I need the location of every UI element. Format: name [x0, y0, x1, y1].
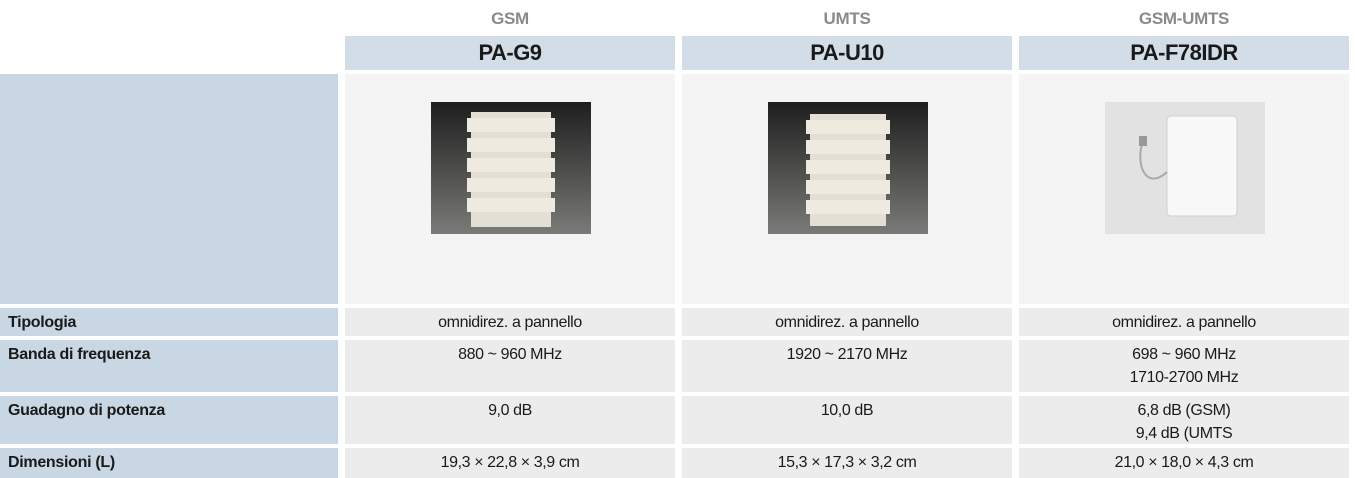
- column-model: PA-U10: [682, 36, 1012, 70]
- value-line: 6,8 dB (GSM): [1137, 402, 1231, 419]
- row-label: Dimensioni (L): [0, 448, 338, 478]
- value-line: 1710-2700 MHz: [1129, 369, 1239, 386]
- row-label: Banda di frequenza: [0, 340, 338, 392]
- row-value: omnidirez. a pannello: [345, 308, 675, 336]
- value-line: omnidirez. a pannello: [775, 314, 919, 331]
- value-line: 10,0 dB: [820, 402, 874, 419]
- row-value: 21,0 × 18,0 × 4,3 cm: [1019, 448, 1349, 478]
- value-line: 1920 ~ 2170 MHz: [786, 346, 908, 363]
- row-value: 19,3 × 22,8 × 3,9 cm: [345, 448, 675, 478]
- row-value: omnidirez. a pannello: [682, 308, 1012, 336]
- row-value: 15,3 × 17,3 × 3,2 cm: [682, 448, 1012, 478]
- spec-table: GSM PA-G9 UMTS PA-U10 GSM-UMTS PA-F78IDR Tipol…: [0, 9, 1349, 478]
- product-photo: [431, 102, 591, 234]
- row-value: 9,0 dB: [345, 396, 675, 444]
- column-category: GSM: [491, 9, 529, 28]
- image-label-cell: [0, 74, 338, 304]
- product-photo: [1105, 102, 1265, 234]
- row-value: omnidirez. a pannello: [1019, 308, 1349, 336]
- column-model: PA-G9: [345, 36, 675, 70]
- value-line: 19,3 × 22,8 × 3,9 cm: [440, 454, 580, 471]
- value-line: 21,0 × 18,0 × 4,3 cm: [1114, 454, 1254, 471]
- row-value: 880 ~ 960 MHz: [345, 340, 675, 392]
- column-category: UMTS: [823, 9, 871, 28]
- row-value: 698 ~ 960 MHz 1710-2700 MHz: [1019, 340, 1349, 392]
- image-cell: [1019, 74, 1349, 304]
- value-line: 9,4 dB (UMTS: [1135, 425, 1233, 442]
- value-line: omnidirez. a pannello: [1112, 314, 1256, 331]
- value-line: omnidirez. a pannello: [438, 314, 582, 331]
- image-cell: [682, 74, 1012, 304]
- image-cell: [345, 74, 675, 304]
- value-line: 15,3 × 17,3 × 3,2 cm: [777, 454, 917, 471]
- column-category: GSM-UMTS: [1138, 9, 1230, 28]
- row-label: Guadagno di potenza: [0, 396, 338, 444]
- column-model: PA-F78IDR: [1019, 36, 1349, 70]
- row-value: 1920 ~ 2170 MHz: [682, 340, 1012, 392]
- value-line: 9,0 dB: [488, 402, 532, 419]
- value-line: 698 ~ 960 MHz: [1132, 346, 1236, 363]
- value-line: 880 ~ 960 MHz: [458, 346, 562, 363]
- row-value: 6,8 dB (GSM) 9,4 dB (UMTS: [1019, 396, 1349, 444]
- row-label: Tipologia: [0, 308, 338, 336]
- row-value: 10,0 dB: [682, 396, 1012, 444]
- product-photo: [768, 102, 928, 234]
